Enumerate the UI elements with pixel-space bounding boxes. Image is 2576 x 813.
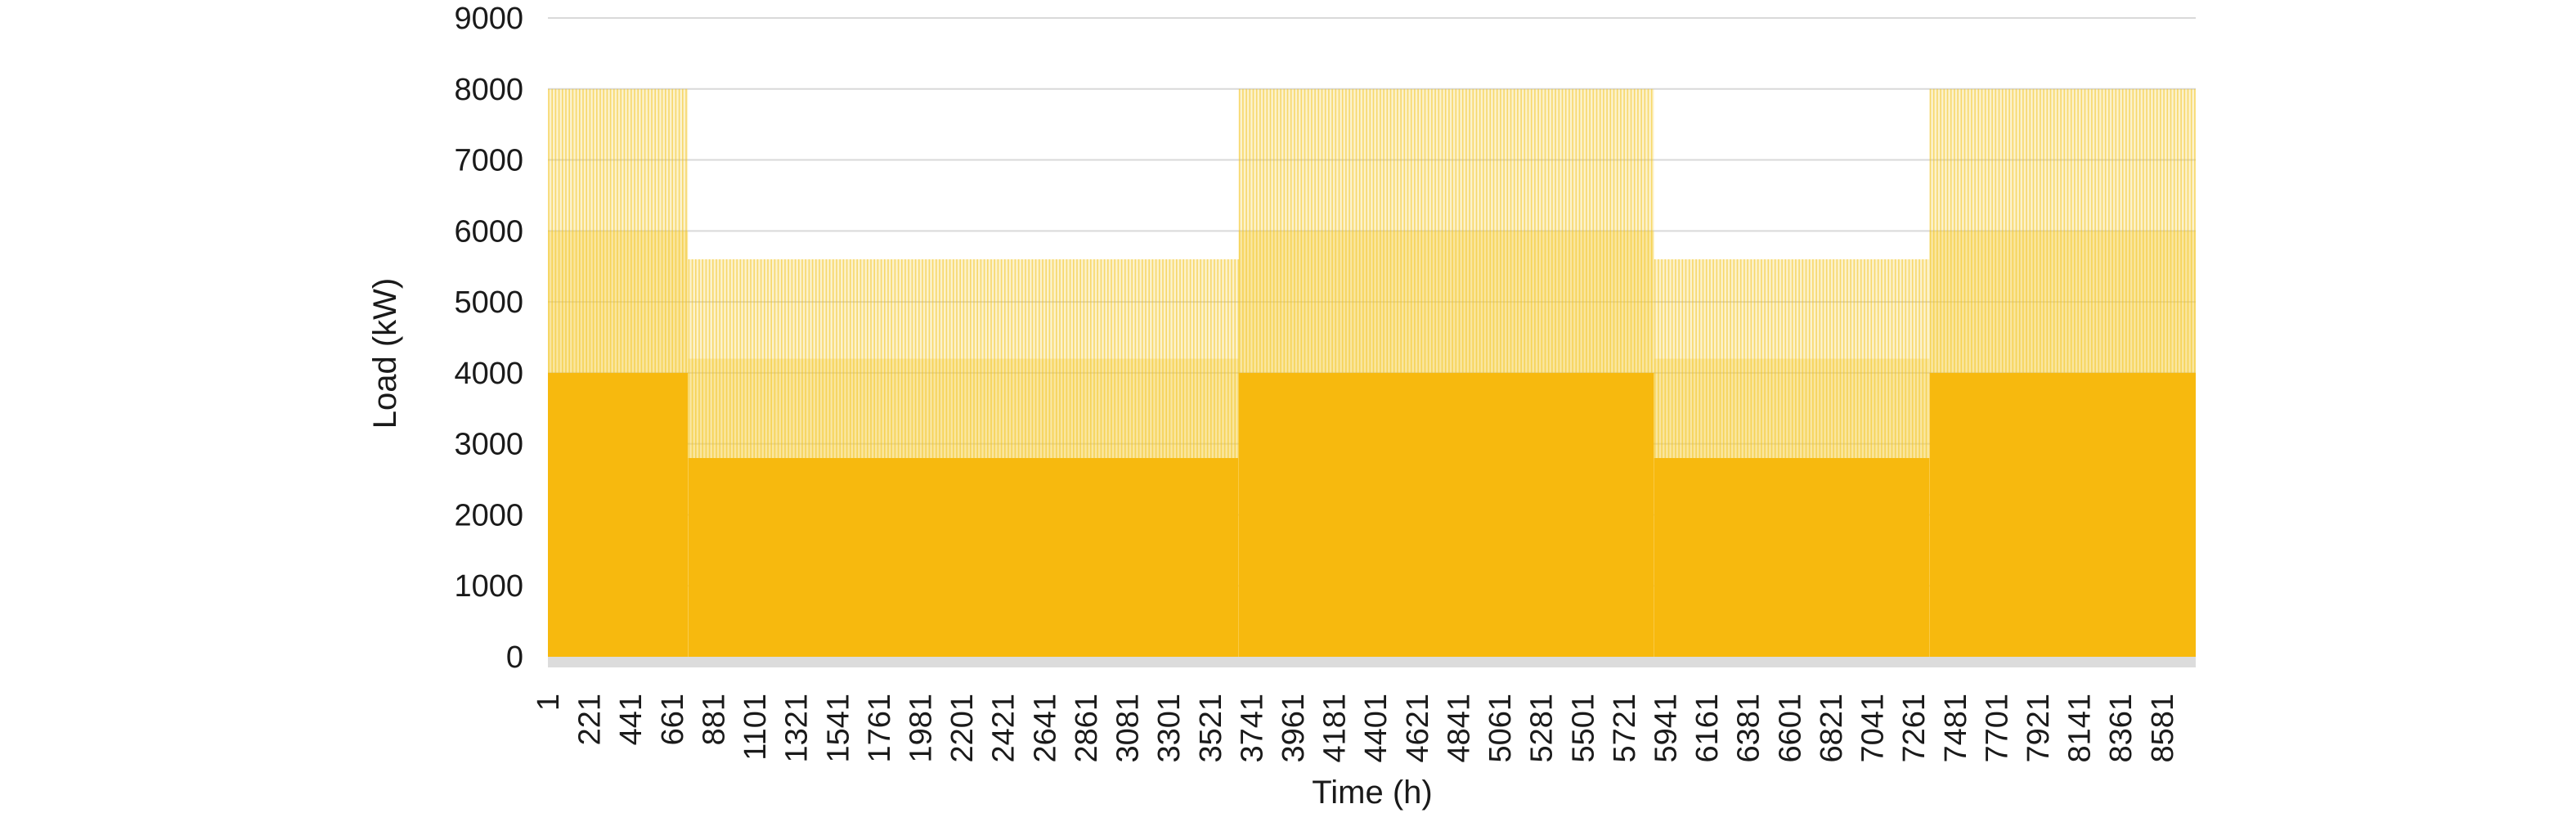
- x-tick-label: 7261: [1897, 694, 1932, 763]
- x-tick-label: 3961: [1277, 694, 1311, 763]
- x-tick-label: 3301: [1152, 694, 1187, 763]
- y-axis-ticks: 0 1000 2000 3000 4000 5000 6000 7000 8000 9000: [454, 2, 523, 675]
- x-tick-label: 7701: [1980, 694, 2014, 763]
- x-tick-label: 7921: [2022, 694, 2056, 763]
- x-tick-label: 5721: [1608, 694, 1642, 763]
- y-tick-label: 0: [506, 640, 523, 675]
- x-tick-label: 1761: [863, 694, 897, 763]
- period-3: [1238, 88, 1654, 657]
- base-load-area: [688, 458, 1239, 657]
- x-tick-label: 6161: [1690, 694, 1725, 763]
- x-tick-label: 221: [573, 694, 608, 745]
- x-tick-label: 8141: [2063, 694, 2098, 763]
- x-axis-title: Time (h): [1312, 775, 1432, 811]
- x-tick-label: 8361: [2104, 694, 2138, 763]
- x-tick-label: 1541: [821, 694, 855, 763]
- x-tick-label: 3741: [1235, 694, 1269, 763]
- x-tick-label: 5941: [1649, 694, 1684, 763]
- load-spikes: [1238, 88, 1653, 373]
- plot-area: [548, 88, 2196, 667]
- x-tick-label: 441: [614, 694, 648, 745]
- x-axis-floor: [548, 657, 2196, 667]
- load-spikes: [1654, 259, 1928, 459]
- x-tick-label: 1101: [738, 694, 773, 761]
- x-tick-label: 8581: [2146, 694, 2180, 763]
- x-tick-label: 2201: [945, 694, 980, 763]
- x-tick-label: 1: [532, 694, 566, 711]
- x-tick-label: 6381: [1732, 694, 1766, 763]
- y-tick-label: 1000: [454, 569, 523, 604]
- y-tick-label: 8000: [454, 73, 523, 107]
- x-tick-label: 4401: [1359, 694, 1393, 763]
- y-tick-label: 4000: [454, 357, 523, 391]
- x-tick-label: 4621: [1401, 694, 1435, 763]
- load-spikes: [548, 88, 687, 373]
- period-5: [1929, 88, 2196, 657]
- y-tick-label: 2000: [454, 498, 523, 532]
- x-tick-label: 3081: [1111, 694, 1146, 763]
- x-axis-ticks: 1 221 441 661 881 1101 1321 1541 1761 1981 2201 242…: [532, 694, 2180, 763]
- y-tick-label: 7000: [454, 144, 523, 178]
- x-tick-label: 2421: [987, 694, 1021, 763]
- x-tick-label: 2861: [1070, 694, 1104, 763]
- x-tick-label: 4841: [1442, 694, 1476, 763]
- x-tick-label: 5501: [1566, 694, 1600, 763]
- x-tick-label: 6601: [1773, 694, 1807, 763]
- mid-band: [1929, 231, 2196, 373]
- load-spikes: [688, 259, 1240, 459]
- x-tick-label: 7041: [1856, 694, 1891, 763]
- y-tick-label: 6000: [454, 214, 523, 249]
- x-tick-label: 661: [656, 694, 690, 745]
- load-spikes: [1929, 88, 2196, 373]
- base-load-area: [1654, 458, 1930, 657]
- x-tick-label: 5061: [1483, 694, 1518, 763]
- period-4: [1654, 259, 1930, 657]
- x-tick-label: 1981: [904, 694, 939, 763]
- x-tick-label: 1321: [780, 694, 815, 763]
- base-load-area: [548, 372, 689, 657]
- x-tick-label: 2641: [1028, 694, 1062, 763]
- period-1: [548, 88, 689, 657]
- x-tick-label: 6821: [1815, 694, 1849, 763]
- peak-envelope: [1929, 88, 2196, 373]
- period-2: [688, 259, 1240, 657]
- base-load-area: [1238, 372, 1654, 657]
- x-tick-label: 7481: [1939, 694, 1973, 763]
- x-tick-label: 3521: [1194, 694, 1228, 763]
- base-load-area: [1929, 372, 2196, 657]
- y-tick-label: 5000: [454, 285, 523, 320]
- x-tick-label: 881: [697, 694, 731, 745]
- y-axis-title: Load (kW): [367, 278, 403, 429]
- x-tick-label: 5281: [1525, 694, 1560, 763]
- y-tick-label: 9000: [454, 2, 523, 36]
- y-tick-label: 3000: [454, 428, 523, 462]
- x-tick-label: 4181: [1318, 694, 1353, 763]
